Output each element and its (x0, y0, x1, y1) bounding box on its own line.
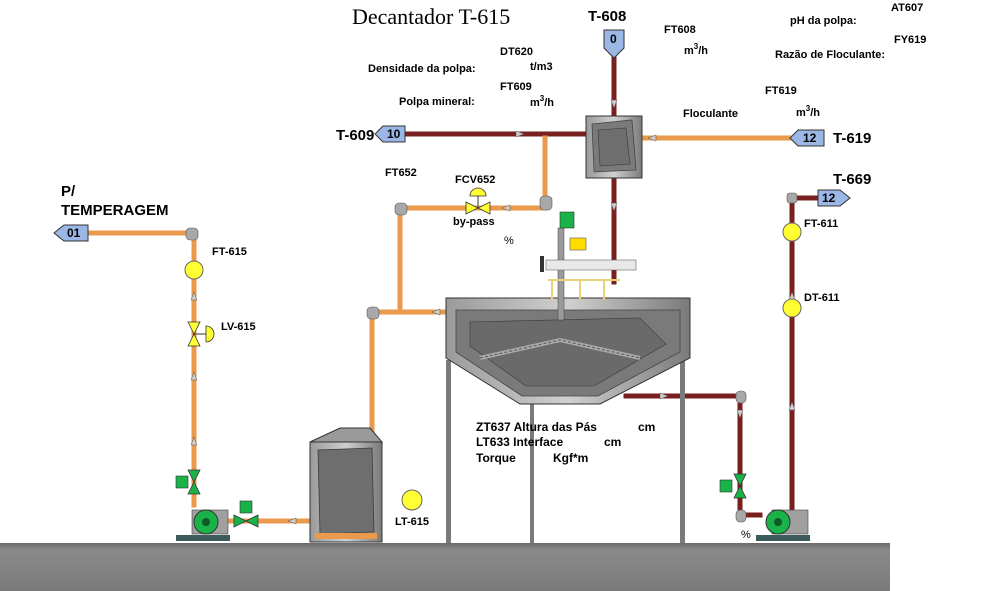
page-title: Decantador T-615 (352, 4, 511, 29)
t608-badge-number: 0 (610, 32, 617, 46)
lv615-tag: LV-615 (221, 321, 256, 333)
dt620-tag: DT620 (500, 46, 534, 58)
underflow-pump-percent: % (741, 529, 751, 541)
t608-tag: T-608 (588, 8, 627, 25)
t619-tag: T-619 (833, 130, 872, 147)
ft611-tag: FT-611 (804, 218, 839, 230)
ft615-tag: FT-615 (212, 246, 247, 258)
t669-badge[interactable] (817, 189, 851, 207)
feed-pump-discharge-valve[interactable] (233, 500, 259, 528)
t609-badge[interactable] (374, 125, 406, 143)
ft608-unit: m3/h (684, 42, 709, 57)
underflow-pump-valve[interactable] (719, 473, 747, 499)
ft611-instrument[interactable] (782, 222, 802, 242)
t609-tag: T-609 (336, 127, 375, 144)
fcv652-bypass-label: by-pass (453, 216, 495, 228)
fcv652-tag: FCV652 (455, 174, 496, 186)
ft609-label: Polpa mineral: (399, 96, 475, 108)
t619-badge[interactable] (789, 129, 825, 147)
dt611-instrument[interactable] (782, 298, 802, 318)
pump-underflow[interactable] (756, 509, 810, 541)
ft652-tag: FT652 (385, 167, 417, 179)
zt637-unit: cm (638, 420, 656, 434)
ft608-tag: FT608 (664, 24, 696, 36)
floor (0, 543, 890, 591)
temperagem-line1: P/ (61, 183, 76, 200)
lt633-label: LT633 Interface (476, 435, 564, 449)
dt611-tag: DT-611 (804, 292, 840, 304)
fcv652-valve[interactable] (465, 187, 491, 215)
dt620-unit: t/m3 (530, 61, 553, 73)
ft619-label: Floculante (683, 108, 739, 120)
fy619-tag: FY619 (894, 34, 927, 46)
dt620-label: Densidade da polpa: (368, 63, 476, 75)
ft619-unit: m3/h (796, 104, 821, 119)
flow-arrows (190, 99, 796, 525)
ft619-tag: FT619 (765, 85, 797, 97)
pipe-network (85, 53, 821, 524)
t609-badge-number: 10 (387, 127, 401, 141)
t608-badge[interactable] (603, 29, 625, 59)
zt637-label: ZT637 Altura das Pás (476, 420, 597, 434)
fy619-label: Razão de Floculante: (775, 49, 886, 61)
t669-tag: T-669 (833, 171, 872, 188)
feed-pump-suction-valve[interactable] (175, 469, 201, 495)
ft615-instrument[interactable] (184, 260, 204, 280)
lt615-tag: LT-615 (395, 516, 430, 528)
temperagem-badge[interactable] (53, 224, 89, 242)
at607-label: pH da polpa: (790, 15, 857, 27)
temperagem-line2: TEMPERAGEM (61, 202, 169, 219)
ft609-unit: m3/h (530, 94, 555, 109)
ft609-tag: FT609 (500, 81, 532, 93)
pump-feed[interactable] (176, 509, 230, 541)
lt615-instrument[interactable] (401, 489, 423, 511)
lv615-valve[interactable] (187, 321, 215, 347)
torque-label: Torque (476, 451, 516, 465)
at607-tag: AT607 (891, 2, 924, 14)
flocculant-mixer[interactable] (585, 115, 643, 179)
t669-badge-number: 12 (822, 191, 836, 205)
torque-unit: Kgf*m (553, 451, 589, 465)
feed-tank[interactable] (309, 427, 384, 543)
lt633-unit: cm (604, 435, 622, 449)
fcv652-percent: % (504, 235, 514, 247)
pipe-elbows (185, 192, 798, 523)
t619-badge-number: 12 (803, 131, 817, 145)
temperagem-badge-number: 01 (67, 226, 81, 240)
thickener[interactable] (445, 211, 691, 543)
